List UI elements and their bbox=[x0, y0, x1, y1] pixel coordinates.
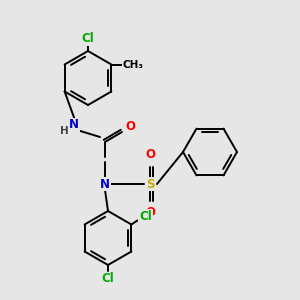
Text: Cl: Cl bbox=[82, 32, 94, 46]
Text: Cl: Cl bbox=[102, 272, 114, 286]
Text: S: S bbox=[146, 178, 154, 190]
Text: Cl: Cl bbox=[139, 210, 152, 223]
Text: O: O bbox=[125, 119, 135, 133]
Text: N: N bbox=[100, 178, 110, 190]
Text: CH₃: CH₃ bbox=[123, 59, 144, 70]
Text: H: H bbox=[60, 126, 68, 136]
Text: O: O bbox=[145, 206, 155, 220]
Text: O: O bbox=[145, 148, 155, 161]
Text: N: N bbox=[69, 118, 79, 131]
